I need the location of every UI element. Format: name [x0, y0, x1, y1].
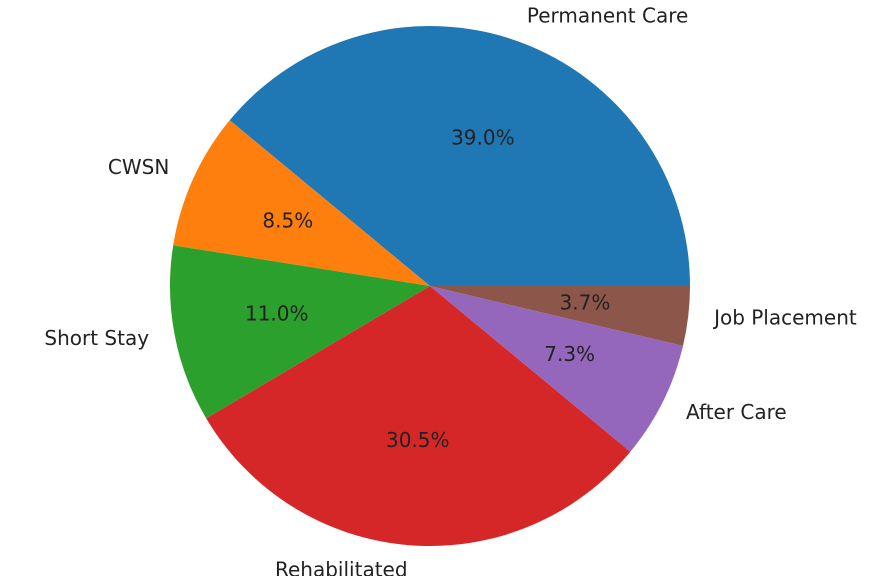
slice-label: Job Placement	[712, 306, 857, 330]
pie-slice	[206, 286, 631, 546]
percent-label: 7.3%	[544, 342, 595, 366]
slice-label: CWSN	[108, 155, 169, 179]
slice-label: Rehabilitated	[275, 558, 408, 576]
slice-label: After Care	[686, 400, 787, 424]
percent-label: 3.7%	[560, 291, 611, 315]
percent-label: 30.5%	[386, 428, 450, 452]
pie-slice	[170, 245, 431, 419]
slice-label: Short Stay	[44, 326, 149, 350]
percent-label: 8.5%	[262, 208, 313, 232]
pie-slice	[229, 26, 690, 287]
pie-slice	[430, 286, 684, 452]
pie-slice	[173, 120, 430, 286]
percent-label: 11.0%	[245, 302, 309, 326]
pie-slice	[430, 286, 690, 346]
slice-label: Permanent Care	[527, 3, 688, 27]
percent-label: 39.0%	[451, 126, 515, 150]
